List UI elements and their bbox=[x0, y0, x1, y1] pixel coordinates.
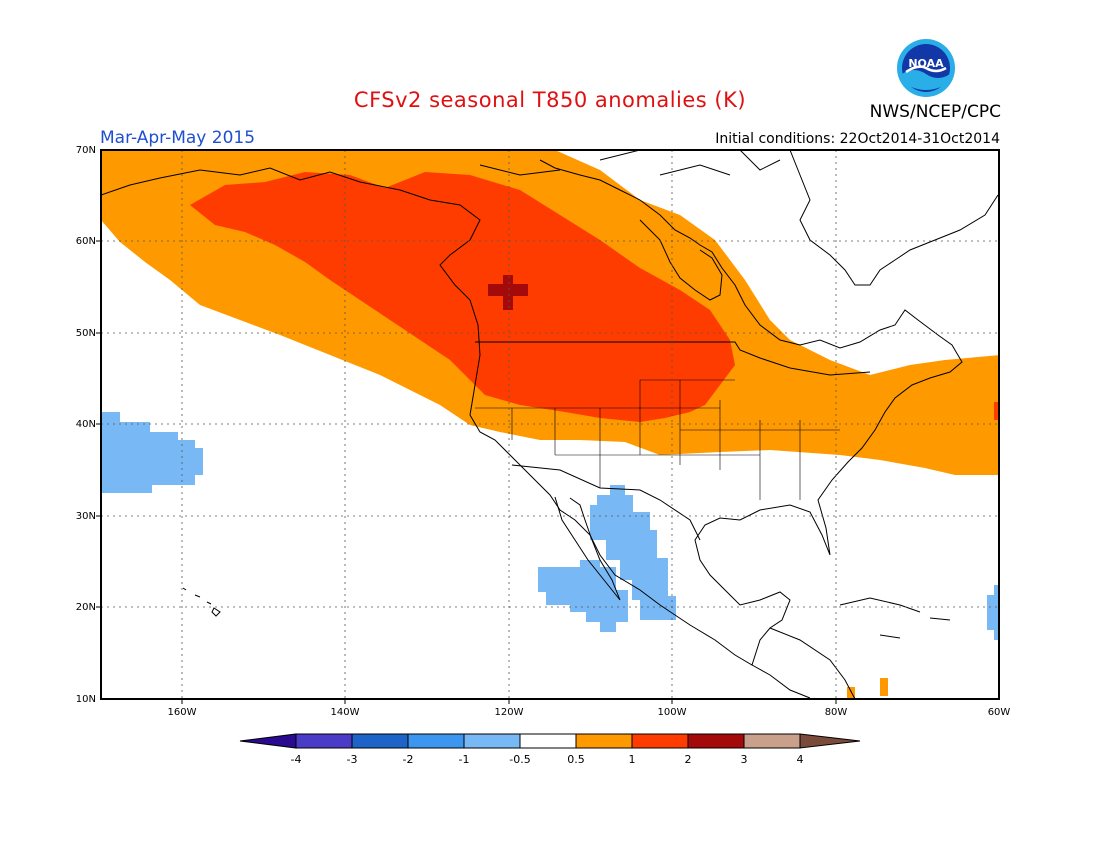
greenland-coast bbox=[789, 150, 999, 286]
colorbar-label: 3 bbox=[741, 753, 748, 766]
lat-label: 20N bbox=[76, 602, 96, 613]
lon-label: 120W bbox=[495, 707, 524, 718]
warm-anomaly-mid-spot bbox=[994, 402, 999, 420]
map-title: CFSv2 seasonal T850 anomalies (K) bbox=[353, 88, 747, 112]
hawaii-islands bbox=[182, 587, 221, 617]
anomaly-shading bbox=[101, 150, 999, 699]
lat-label: 30N bbox=[76, 511, 96, 522]
colorbar-label: -2 bbox=[403, 753, 414, 766]
central-america-coast bbox=[751, 627, 856, 699]
lat-label: 10N bbox=[76, 694, 96, 705]
colorbar-swatch bbox=[519, 733, 577, 749]
lon-label: 80W bbox=[825, 707, 848, 718]
lon-label: 60W bbox=[988, 707, 1011, 718]
lat-label: 60N bbox=[76, 236, 96, 247]
warm-anomaly-light-spot bbox=[880, 678, 888, 696]
warm-anomaly-mid-region bbox=[190, 172, 735, 422]
us-canada-border bbox=[475, 341, 871, 376]
colorbar-swatch bbox=[575, 733, 633, 749]
colorbar-swatch bbox=[463, 733, 521, 749]
colorbar-label: 2 bbox=[685, 753, 692, 766]
colorbar-swatch bbox=[351, 733, 409, 749]
colorbar-swatch bbox=[799, 733, 861, 749]
graticule bbox=[101, 150, 999, 699]
colorbar-label: -0.5 bbox=[509, 753, 530, 766]
colorbar-swatch bbox=[687, 733, 745, 749]
north-america-coast bbox=[101, 159, 963, 666]
agency-label: NWS/NCEP/CPC bbox=[869, 102, 1001, 122]
lat-label: 40N bbox=[76, 419, 96, 430]
lon-label: 160W bbox=[168, 707, 197, 718]
lon-label: 100W bbox=[658, 707, 687, 718]
initial-conditions-label: Initial conditions: 22Oct2014-31Oct2014 bbox=[715, 131, 1000, 147]
cool-anomaly-region bbox=[987, 585, 999, 640]
colorbar-swatch bbox=[295, 733, 353, 749]
lat-label: 50N bbox=[76, 328, 96, 339]
cool-anomaly-region bbox=[538, 560, 628, 632]
cool-anomaly-region bbox=[101, 412, 203, 493]
noaa-logo: NOAA bbox=[896, 38, 956, 98]
colorbar-label: 1 bbox=[629, 753, 636, 766]
us-mexico-border bbox=[511, 464, 701, 541]
warm-anomaly-dark-region bbox=[488, 275, 528, 310]
colorbar-label: 0.5 bbox=[567, 753, 585, 766]
colorbar-label: -1 bbox=[459, 753, 470, 766]
colorbar-label: -3 bbox=[347, 753, 358, 766]
season-label: Mar-Apr-May 2015 bbox=[100, 128, 256, 148]
colorbar bbox=[239, 733, 861, 749]
us-state-lines bbox=[475, 379, 840, 500]
warm-anomaly-light-spot bbox=[847, 687, 855, 699]
logo-text: NOAA bbox=[908, 57, 944, 70]
caribbean-islands bbox=[839, 597, 951, 639]
lat-label: 70N bbox=[76, 145, 96, 156]
colorbar-swatch bbox=[631, 733, 689, 749]
coastlines bbox=[101, 150, 999, 699]
arctic-islands bbox=[479, 150, 781, 176]
cool-anomaly-region bbox=[590, 485, 676, 620]
hudson-bay-coast bbox=[639, 219, 723, 301]
colorbar-swatch bbox=[743, 733, 801, 749]
lon-label: 140W bbox=[331, 707, 360, 718]
colorbar-label: 4 bbox=[797, 753, 804, 766]
baja-california-coast bbox=[554, 496, 621, 601]
colorbar-swatch bbox=[239, 733, 297, 749]
colorbar-label: -4 bbox=[291, 753, 302, 766]
colorbar-swatch bbox=[407, 733, 465, 749]
